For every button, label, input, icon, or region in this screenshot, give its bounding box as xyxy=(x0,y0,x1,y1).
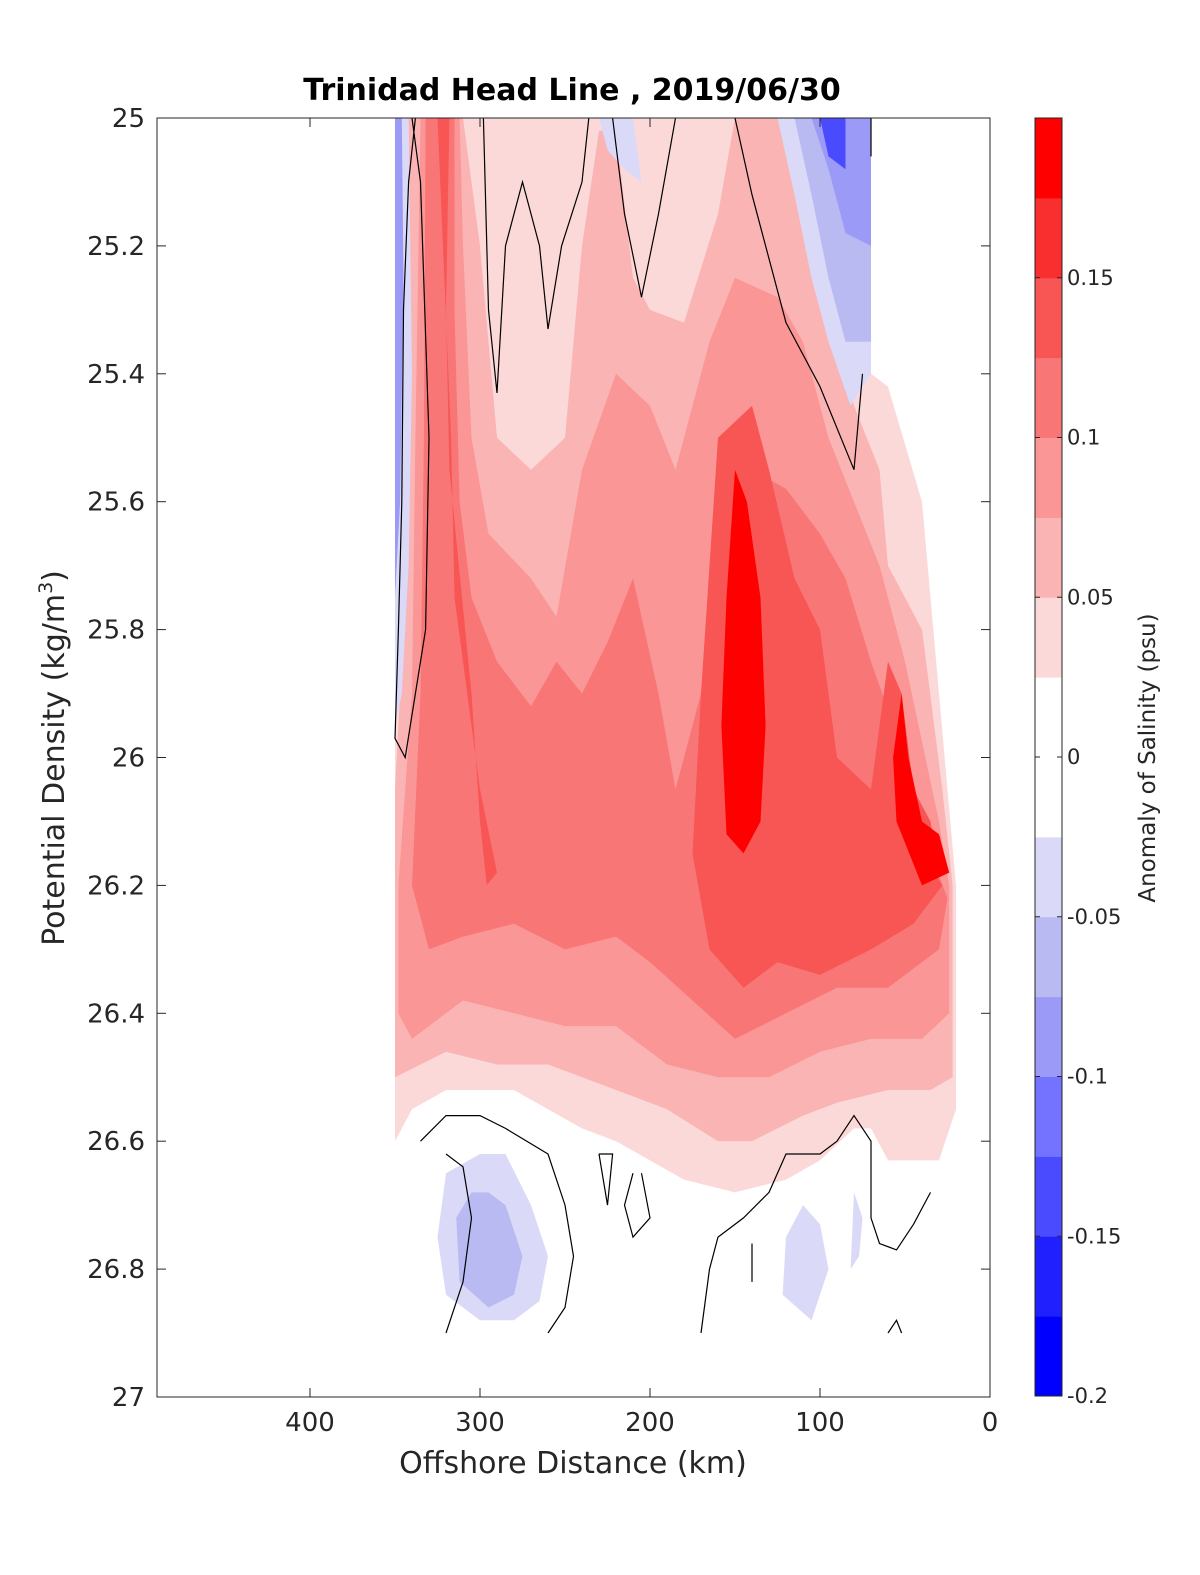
contour-line-zero-contour-upper-center xyxy=(482,118,590,394)
contour-fill-surface-neg-east-4 xyxy=(820,118,846,170)
y-tick-label: 26.4 xyxy=(87,999,145,1029)
colorbar-title: Anomaly of Salinity (psu) xyxy=(1135,613,1161,902)
colorbar-segment xyxy=(1035,916,1062,998)
contour-fill-positive-core-0.175-b xyxy=(893,693,950,886)
y-tick-label: 25.4 xyxy=(87,360,145,390)
x-axis: 400 300 200 100 0 xyxy=(285,118,998,1438)
colorbar-tick-label: -0.2 xyxy=(1067,1384,1108,1408)
y-tick-label: 25.2 xyxy=(87,232,145,262)
contour-line-zero-contour-deep-west xyxy=(420,1114,575,1334)
y-tick-label: 26 xyxy=(112,744,145,774)
colorbar-segment xyxy=(1035,836,1062,918)
colorbar-tick-label: 0.15 xyxy=(1067,266,1114,290)
contour-fill-positive-core-0.175 xyxy=(721,469,766,854)
y-axis: 25 25.2 25.4 25.6 25.8 26 26.2 26.4 26.6 26.8 27 xyxy=(87,104,990,1413)
contour-fill-surface-neg-west-deep xyxy=(395,118,404,598)
colorbar-segment xyxy=(1035,1236,1062,1317)
contour-line-zero-contour-deep-loop-a xyxy=(598,1153,614,1206)
colorbar-segment xyxy=(1035,517,1062,598)
contour-line-layer xyxy=(394,118,932,1334)
colorbar-segment xyxy=(1035,1316,1062,1397)
x-tick-label: 100 xyxy=(795,1408,845,1438)
y-tick-label: 27 xyxy=(112,1383,145,1413)
contour-fill-surface-neg-center xyxy=(599,118,642,182)
colorbar-segment xyxy=(1035,357,1062,439)
colorbar-segment xyxy=(1035,118,1062,199)
y-tick-label: 25 xyxy=(112,104,145,134)
y-tick-label: 26.8 xyxy=(87,1255,145,1285)
colorbar-tick-label: 0.1 xyxy=(1067,426,1100,450)
contour-line-zero-contour-deep-west-b xyxy=(445,1153,473,1334)
colorbar-tick-label: 0.05 xyxy=(1067,585,1114,609)
y-tick-label: 26.2 xyxy=(87,871,145,901)
y-tick-label: 25.8 xyxy=(87,616,145,646)
contour-fill-deep-neg-east-a xyxy=(782,1205,829,1321)
y-axis-title: Potential Density (kg/m3) xyxy=(35,570,72,946)
colorbar-segment xyxy=(1035,677,1062,758)
contour-line-zero-contour-deep-east-tick xyxy=(887,1319,903,1334)
y-tick-label: 26.6 xyxy=(87,1127,145,1157)
y-axis-title-main: Potential Density (kg/m xyxy=(37,594,72,946)
x-tick-label: 0 xyxy=(982,1408,999,1438)
contour-fill-positive-core-0.125 xyxy=(437,118,497,886)
colorbar-segment xyxy=(1035,597,1062,678)
contour-fill-surface-neg-east-3 xyxy=(811,118,871,246)
contour-line-zero-contour-west xyxy=(394,118,430,760)
x-tick-label: 300 xyxy=(455,1408,505,1438)
colorbar-tick-label: -0.1 xyxy=(1067,1065,1108,1089)
x-tick-label: 400 xyxy=(285,1408,335,1438)
y-tick-label: 25.6 xyxy=(87,488,145,518)
contour-fill-deep-neg-west-2 xyxy=(456,1192,523,1308)
colorbar-segment xyxy=(1035,197,1062,279)
colorbar-tick-label: -0.05 xyxy=(1067,905,1121,929)
x-axis-title: Offshore Distance (km) xyxy=(399,1446,747,1481)
colorbar-segment xyxy=(1035,1156,1062,1237)
chart-title: Trinidad Head Line , 2019/06/30 xyxy=(303,73,840,108)
contour-fill-deep-neg-east-b xyxy=(850,1192,863,1270)
colorbar: -0.2 -0.15 -0.1 -0.05 0 0.05 0.1 0.15 xyxy=(1034,117,1121,1408)
contour-line-zero-contour-deep-east xyxy=(700,1114,932,1334)
y-axis-title-tail: ) xyxy=(37,570,72,582)
colorbar-segment xyxy=(1035,1076,1062,1157)
colorbar-segment xyxy=(1035,996,1062,1078)
x-tick-label: 200 xyxy=(625,1408,675,1438)
colorbar-tick-label: 0 xyxy=(1067,745,1080,769)
contour-line-zero-contour-upper-center-2 xyxy=(612,118,677,298)
colorbar-segment xyxy=(1035,437,1062,518)
contour-line-zero-contour-upper-east xyxy=(734,118,864,470)
colorbar-segment xyxy=(1035,757,1062,838)
colorbar-tick-label: -0.15 xyxy=(1067,1224,1121,1248)
y-axis-title-superscript: 3 xyxy=(35,582,57,594)
contour-line-zero-contour-deep-loop-b xyxy=(623,1173,651,1239)
colorbar-segment xyxy=(1035,277,1062,359)
